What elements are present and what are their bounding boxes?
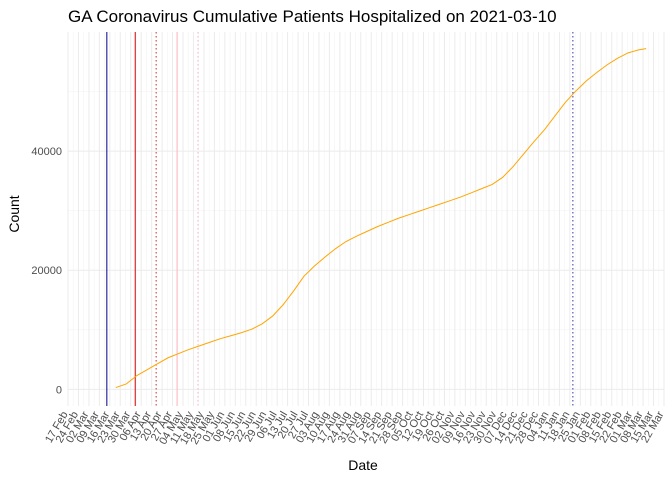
grid-minor — [68, 32, 664, 406]
y-tick-labels: 0 20000 40000 — [31, 146, 62, 396]
y-axis-title: Count — [6, 195, 22, 232]
grid-major — [67, 32, 665, 406]
series-layer — [115, 48, 647, 389]
y-tick-label: 40000 — [31, 146, 62, 158]
reference-lines — [106, 32, 574, 406]
chart-title: GA Coronavirus Cumulative Patients Hospi… — [68, 7, 557, 26]
series-line — [115, 48, 647, 389]
y-tick-label: 0 — [56, 384, 62, 396]
x-axis-title: Date — [348, 457, 378, 473]
y-tick-label: 20000 — [31, 265, 62, 277]
